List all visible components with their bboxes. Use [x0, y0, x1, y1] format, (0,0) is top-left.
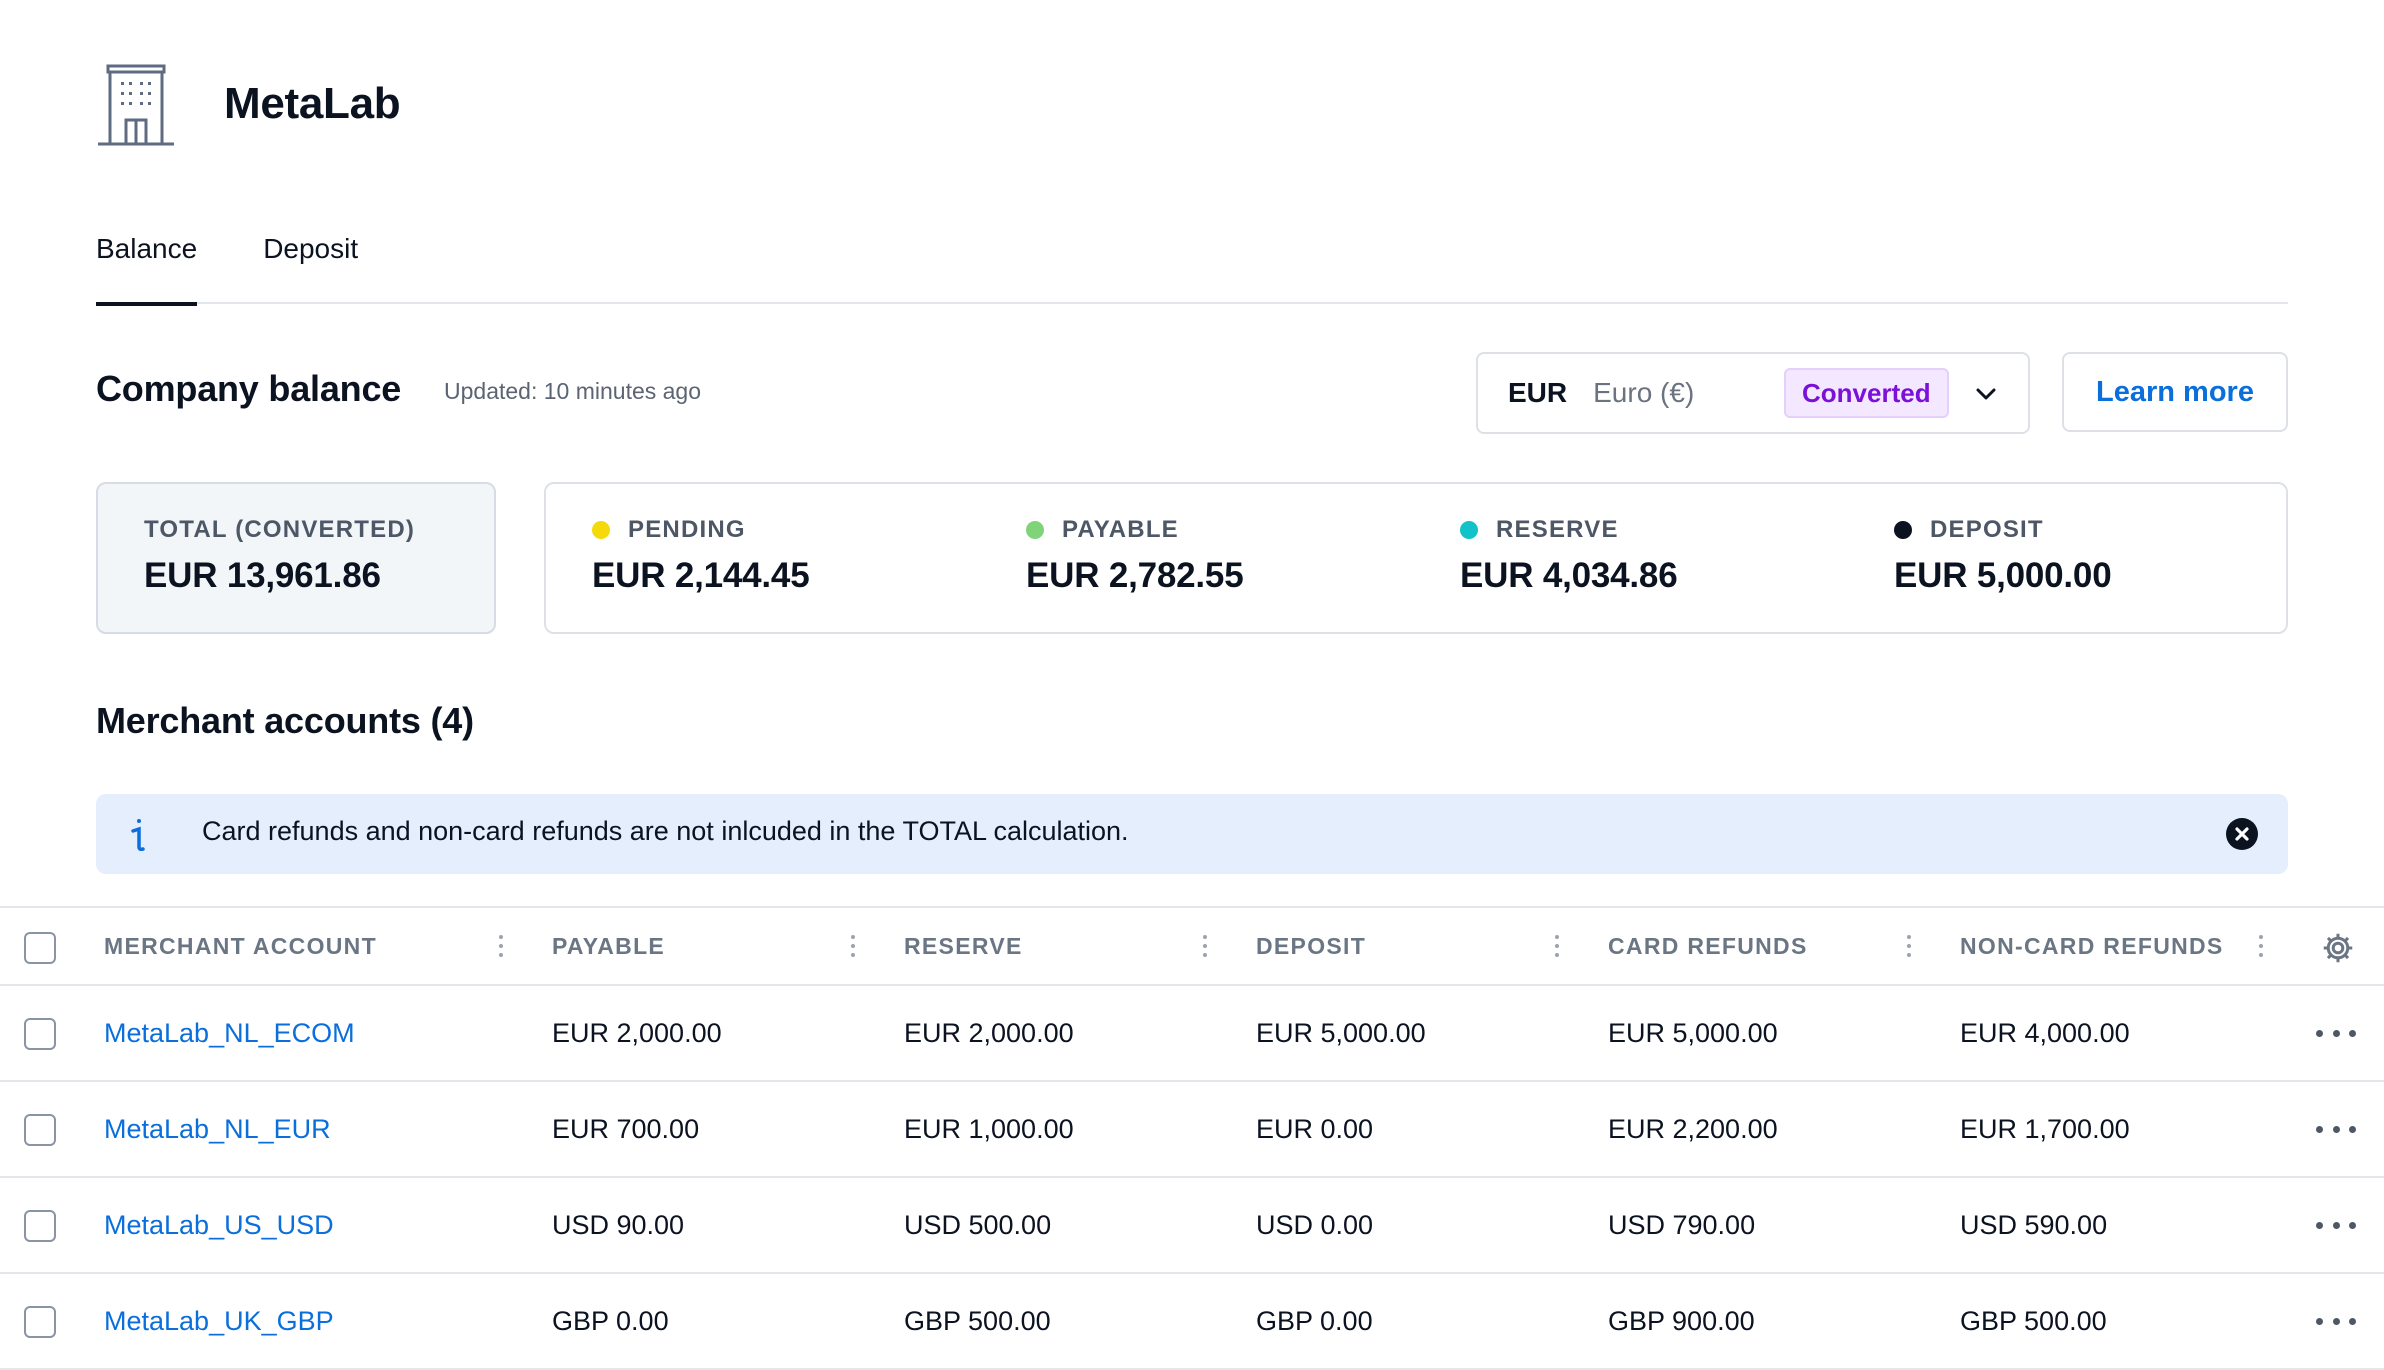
stat-deposit: DEPOSIT EUR 5,000.00 — [1894, 516, 2112, 596]
tab-balance[interactable]: Balance — [96, 228, 198, 306]
deposit-cell: EUR 0.00 — [1256, 1113, 1374, 1144]
currency-name: Euro (€) — [1593, 377, 1695, 408]
merchant-account-link[interactable]: MetaLab_UK_GBP — [104, 1305, 334, 1336]
reserve-cell: USD 500.00 — [904, 1209, 1052, 1240]
stat-label: RESERVE — [1496, 516, 1619, 543]
table-header-row: MERCHANT ACCOUNT PAYABLE RESERVE DEPOSIT… — [0, 906, 2384, 986]
non-card-refunds-cell: USD 590.00 — [1960, 1209, 2108, 1240]
column-header[interactable]: MERCHANT ACCOUNT — [104, 932, 377, 959]
reserve-cell: EUR 1,000.00 — [904, 1113, 1074, 1144]
table-row: MetaLab_NL_ECOM EUR 2,000.00 EUR 2,000.0… — [0, 986, 2384, 1082]
company-name: MetaLab — [224, 79, 401, 128]
column-header[interactable]: CARD REFUNDS — [1608, 932, 1808, 959]
gear-icon[interactable] — [2320, 930, 2356, 966]
stat-label: DEPOSIT — [1930, 516, 2044, 543]
column-menu-icon[interactable] — [1202, 935, 1208, 961]
tab-deposit[interactable]: Deposit — [263, 233, 359, 264]
card-refunds-cell: USD 790.00 — [1608, 1209, 1756, 1240]
balance-breakdown-card: PENDING EUR 2,144.45 PAYABLE EUR 2,782.5… — [544, 482, 2288, 634]
column-header[interactable]: RESERVE — [904, 932, 1023, 959]
column-header[interactable]: DEPOSIT — [1256, 932, 1367, 959]
merchant-account-link[interactable]: MetaLab_NL_EUR — [104, 1113, 331, 1144]
chevron-down-icon — [1974, 382, 1998, 406]
total-balance-card: TOTAL (CONVERTED) EUR 13,961.86 — [96, 482, 496, 634]
stat-label: PAYABLE — [1062, 516, 1179, 543]
stat-label: PENDING — [628, 516, 746, 543]
tab-bar: Balance Deposit — [96, 228, 2288, 306]
non-card-refunds-cell: GBP 500.00 — [1960, 1305, 2107, 1336]
more-actions-icon[interactable] — [2316, 1030, 2356, 1038]
reserve-cell: EUR 2,000.00 — [904, 1017, 1074, 1048]
card-refunds-cell: EUR 5,000.00 — [1608, 1017, 1778, 1048]
currency-select[interactable]: EUR Euro (€) Converted — [1476, 352, 2030, 434]
card-refunds-cell: EUR 2,200.00 — [1608, 1113, 1778, 1144]
column-menu-icon[interactable] — [1554, 935, 1560, 961]
table-row: MetaLab_NL_EUR EUR 700.00 EUR 1,000.00 E… — [0, 1082, 2384, 1178]
deposit-cell: USD 0.00 — [1256, 1209, 1374, 1240]
building-icon — [96, 62, 176, 146]
info-icon — [126, 814, 150, 854]
company-header: MetaLab — [96, 62, 401, 146]
merchant-account-link[interactable]: MetaLab_NL_ECOM — [104, 1017, 355, 1048]
more-actions-icon[interactable] — [2316, 1222, 2356, 1230]
payable-cell: EUR 700.00 — [552, 1113, 700, 1144]
stat-value: EUR 4,034.86 — [1460, 556, 1678, 595]
table-row: MetaLab_UK_GBP GBP 0.00 GBP 500.00 GBP 0… — [0, 1274, 2384, 1370]
info-alert: Card refunds and non-card refunds are no… — [96, 794, 2288, 874]
more-actions-icon[interactable] — [2316, 1126, 2356, 1134]
stat-value: EUR 2,782.55 — [1026, 556, 1244, 595]
total-value: EUR 13,961.86 — [144, 556, 381, 595]
row-checkbox[interactable] — [24, 1114, 56, 1146]
updated-timestamp: Updated: 10 minutes ago — [444, 378, 702, 404]
learn-more-button[interactable]: Learn more — [2062, 352, 2288, 432]
alert-message: Card refunds and non-card refunds are no… — [202, 816, 1129, 846]
stat-reserve: RESERVE EUR 4,034.86 — [1460, 516, 1678, 596]
currency-code: EUR — [1508, 377, 1568, 408]
payable-dot-icon — [1026, 521, 1044, 539]
stat-value: EUR 2,144.45 — [592, 556, 810, 595]
reserve-cell: GBP 500.00 — [904, 1305, 1051, 1336]
row-checkbox[interactable] — [24, 1306, 56, 1338]
column-header[interactable]: NON-CARD REFUNDS — [1960, 932, 2224, 959]
column-menu-icon[interactable] — [498, 935, 504, 961]
pending-dot-icon — [592, 521, 610, 539]
total-label: TOTAL (CONVERTED) — [144, 516, 416, 543]
card-refunds-cell: GBP 900.00 — [1608, 1305, 1755, 1336]
column-header[interactable]: PAYABLE — [552, 932, 666, 959]
row-checkbox[interactable] — [24, 1210, 56, 1242]
deposit-dot-icon — [1894, 521, 1912, 539]
stat-payable: PAYABLE EUR 2,782.55 — [1026, 516, 1244, 596]
converted-badge: Converted — [1784, 368, 1949, 418]
merchant-accounts-table: MERCHANT ACCOUNT PAYABLE RESERVE DEPOSIT… — [0, 906, 2384, 1370]
payable-cell: GBP 0.00 — [552, 1305, 669, 1336]
column-menu-icon[interactable] — [2258, 935, 2264, 961]
more-actions-icon[interactable] — [2316, 1318, 2356, 1326]
deposit-cell: EUR 5,000.00 — [1256, 1017, 1426, 1048]
row-checkbox[interactable] — [24, 1018, 56, 1050]
payable-cell: USD 90.00 — [552, 1209, 685, 1240]
non-card-refunds-cell: EUR 4,000.00 — [1960, 1017, 2130, 1048]
table-row: MetaLab_US_USD USD 90.00 USD 500.00 USD … — [0, 1178, 2384, 1274]
close-icon[interactable] — [2226, 818, 2258, 850]
merchant-accounts-title: Merchant accounts (4) — [96, 700, 474, 741]
company-balance-title: Company balance — [96, 368, 402, 409]
column-menu-icon[interactable] — [1906, 935, 1912, 961]
non-card-refunds-cell: EUR 1,700.00 — [1960, 1113, 2130, 1144]
reserve-dot-icon — [1460, 521, 1478, 539]
payable-cell: EUR 2,000.00 — [552, 1017, 722, 1048]
select-all-checkbox[interactable] — [24, 932, 56, 964]
stat-pending: PENDING EUR 2,144.45 — [592, 516, 810, 596]
stat-value: EUR 5,000.00 — [1894, 556, 2112, 595]
column-menu-icon[interactable] — [850, 935, 856, 961]
merchant-account-link[interactable]: MetaLab_US_USD — [104, 1209, 334, 1240]
deposit-cell: GBP 0.00 — [1256, 1305, 1373, 1336]
